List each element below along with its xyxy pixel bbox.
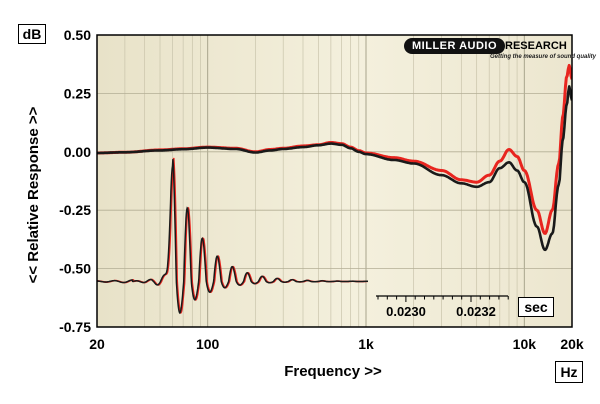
inset-unit-label: sec — [518, 297, 554, 317]
y-tick-label: -0.50 — [59, 261, 91, 277]
x-unit-label: Hz — [555, 361, 583, 383]
inset-tick-label: 0.0230 — [386, 304, 426, 319]
inset-tick-label: 0.0232 — [456, 304, 496, 319]
series-black-line — [97, 85, 572, 252]
x-tick-label: 20 — [89, 336, 105, 352]
brand-name: MILLER AUDIO — [404, 38, 506, 54]
series-group — [97, 63, 572, 252]
plot-frame — [96, 34, 573, 328]
brand-tagline: Getting the measure of sound quality — [490, 54, 597, 60]
x-tick-label: 20k — [560, 336, 584, 352]
x-tick-label: 100 — [196, 336, 220, 352]
y-tick-label: 0.50 — [64, 27, 91, 43]
x-tick-label: 10k — [513, 336, 537, 352]
brand-logo: MILLER AUDIO RESEARCH Getting the measure… — [404, 38, 596, 66]
inset-time-axis: 0.0230 0.0232 — [376, 295, 509, 319]
inset-impulse-black — [97, 159, 368, 315]
x-tick-label: 1k — [358, 336, 374, 352]
y-tick-label: 0.00 — [64, 144, 91, 160]
brand-suffix: RESEARCH — [505, 40, 567, 52]
x-axis-label: Frequency >> — [284, 363, 382, 380]
y-tick-label: 0.25 — [64, 85, 91, 101]
y-tick-label: -0.75 — [59, 319, 91, 335]
y-tick-labels: 0.50 0.25 0.00 -0.25 -0.50 -0.75 — [59, 27, 91, 335]
x-tick-labels: 20 100 1k 10k 20k — [89, 336, 584, 352]
y-unit-label: dB — [18, 24, 46, 44]
plot-background — [97, 35, 572, 327]
y-tick-label: -0.25 — [59, 202, 91, 218]
y-axis-label: << Relative Response >> — [25, 106, 42, 283]
impulse-inset — [97, 157, 368, 315]
